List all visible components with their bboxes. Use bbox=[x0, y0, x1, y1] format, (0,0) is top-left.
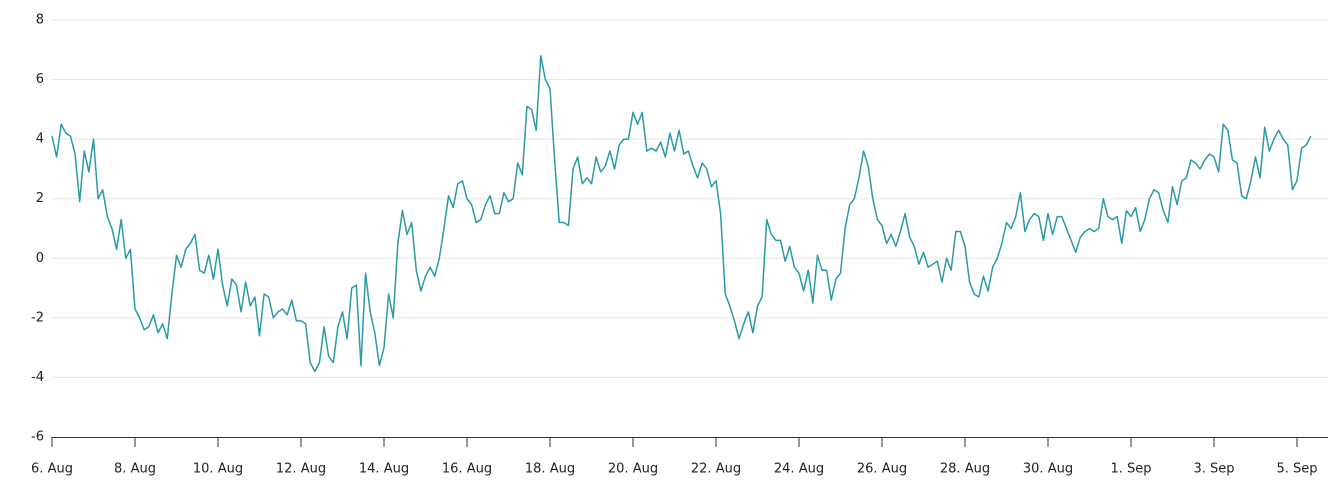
y-tick-label: 6 bbox=[36, 72, 44, 87]
x-tick-label: 30. Aug bbox=[1023, 462, 1073, 477]
y-tick-label: -2 bbox=[31, 310, 44, 325]
x-tick-label: 20. Aug bbox=[608, 462, 658, 477]
x-tick-label: 6. Aug bbox=[31, 462, 73, 477]
y-tick-label: -4 bbox=[31, 370, 44, 385]
x-tick-label: 10. Aug bbox=[193, 462, 243, 477]
y-tick-label: 8 bbox=[36, 13, 44, 28]
y-tick-label: 2 bbox=[36, 191, 44, 206]
x-tick-label: 8. Aug bbox=[114, 462, 156, 477]
data-line bbox=[51, 54, 1312, 373]
x-tick-label: 26. Aug bbox=[857, 462, 907, 477]
x-tick-label: 14. Aug bbox=[359, 462, 409, 477]
x-tick-label: 18. Aug bbox=[525, 462, 575, 477]
x-tick-label: 3. Sep bbox=[1193, 462, 1234, 477]
x-tick-label: 16. Aug bbox=[442, 462, 492, 477]
y-tick-label: 0 bbox=[36, 251, 44, 266]
x-tick-label: 28. Aug bbox=[940, 462, 990, 477]
y-tick-label: -6 bbox=[31, 430, 44, 445]
y-tick-label: 4 bbox=[36, 132, 44, 147]
x-tick-label: 22. Aug bbox=[691, 462, 741, 477]
x-tick-label: 5. Sep bbox=[1276, 462, 1317, 477]
x-tick-label: 24. Aug bbox=[774, 462, 824, 477]
x-tick-label: 1. Sep bbox=[1110, 462, 1151, 477]
x-tick-label: 12. Aug bbox=[276, 462, 326, 477]
